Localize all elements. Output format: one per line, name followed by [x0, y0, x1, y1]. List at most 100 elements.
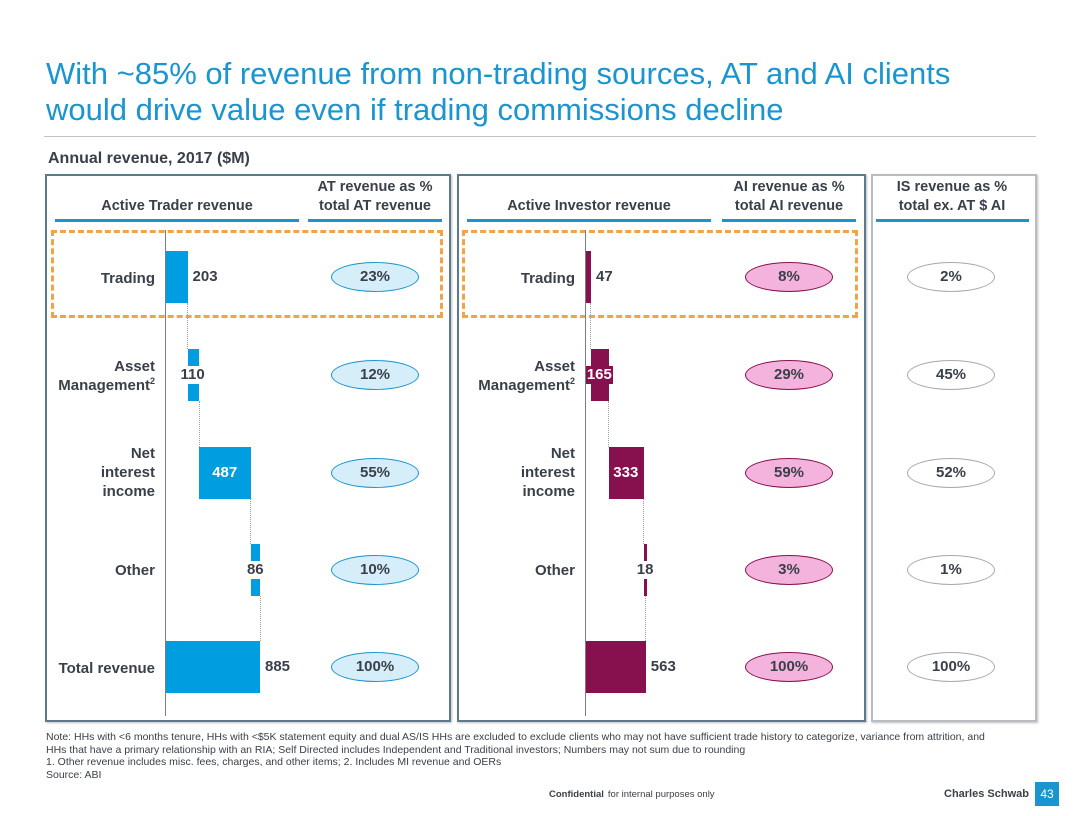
- at-category-label-net-interest-income: Net interest income: [50, 444, 155, 501]
- ai-category-label-trading: Trading: [467, 269, 575, 288]
- at-connector-other: [259, 596, 261, 641]
- is-pct-pill-asset-management: 45%: [907, 360, 995, 390]
- ai-connector-net-interest-income: [643, 499, 645, 544]
- ai-cat-1-l1: Asset: [534, 358, 575, 375]
- at-pct-header-line-1: AT revenue as %: [317, 179, 433, 195]
- at-connector-net-interest-income: [250, 499, 252, 544]
- title-divider: [44, 136, 1036, 137]
- ai-value-label-total-revenue: 563: [650, 658, 676, 675]
- at-pct-pill-other: 10%: [331, 555, 419, 585]
- at-connector-asset-management: [198, 401, 200, 447]
- at-value-label-trading: 203: [192, 268, 218, 285]
- ai-cat-1-l2: Management: [478, 377, 570, 394]
- at-cat-3-l1: Other: [114, 562, 155, 579]
- ai-category-label-other: Other: [467, 561, 575, 580]
- is-pct-pill-other: 1%: [907, 555, 995, 585]
- ai-value-label-other: 18: [635, 561, 655, 579]
- ai-trading-highlight-box: [462, 230, 858, 318]
- at-pct-pill-trading: 23%: [331, 262, 419, 292]
- ai-pct-header-line-1: AI revenue as %: [733, 179, 845, 195]
- is-panel: [871, 174, 1037, 722]
- ai-chart-title: Active Investor revenue: [507, 198, 671, 214]
- ai-cat-2-l3: income: [522, 483, 575, 500]
- ai-value-label-trading: 47: [595, 268, 613, 285]
- footnote-line-3: 1. Other revenue includes misc. fees, ch…: [46, 756, 502, 768]
- is-pct-pill-total-revenue: 100%: [907, 652, 995, 682]
- at-bar-total-revenue: [166, 641, 260, 693]
- at-bar-trading: [166, 251, 188, 303]
- ai-cat-2-l2: interest: [520, 464, 575, 481]
- is-pct-header-rule: [876, 219, 1029, 222]
- ai-cat-0-l1: Trading: [520, 270, 575, 287]
- slide-title-line-1: With ~85% of revenue from non-trading so…: [46, 56, 951, 91]
- ai-value-label-net-interest-income: 333: [612, 464, 640, 482]
- at-category-label-other: Other: [50, 561, 155, 580]
- at-cat-2-l2: interest: [100, 464, 155, 481]
- footnote-line-2: HHs that have a primary relationship wit…: [46, 743, 746, 756]
- ai-category-label-net-interest-income: Net interest income: [467, 444, 575, 501]
- at-connector-trading: [187, 303, 189, 349]
- is-pct-header-line-2: total ex. AT $ AI: [898, 198, 1006, 214]
- slide-title-line-2: would drive value even if trading commis…: [46, 92, 784, 127]
- at-chart-title: Active Trader revenue: [101, 198, 253, 214]
- page-number: 43: [1035, 782, 1059, 806]
- slide-title: With ~85% of revenue from non-trading so…: [46, 56, 1046, 128]
- ai-pct-pill-asset-management: 29%: [745, 360, 833, 390]
- source-note: Source: ABI: [46, 768, 102, 781]
- at-cat-0-l1: Trading: [100, 270, 155, 287]
- ai-pct-header-line-2: total AI revenue: [734, 198, 844, 214]
- at-cat-2-l3: income: [102, 483, 155, 500]
- at-category-label-asset-management: Asset Management2: [46, 357, 155, 395]
- confidential-title: Confidential: [549, 789, 604, 800]
- at-axis: [165, 230, 166, 716]
- footnote-line-1: Note: HHs with <6 months tenure, HHs wit…: [46, 731, 985, 743]
- at-value-label-net-interest-income: 487: [212, 464, 238, 481]
- at-pct-pill-total-revenue: 100%: [331, 652, 419, 682]
- at-value-label-total-revenue: 885: [265, 658, 291, 675]
- at-pct-pill-net-interest-income: 55%: [331, 458, 419, 488]
- ai-value-label-asset-management: 165: [585, 366, 613, 384]
- ai-cat-2-l1: Net: [550, 445, 575, 462]
- at-pct-header: AT revenue as % total AT revenue: [308, 178, 442, 216]
- ai-chart-title-rule: [467, 219, 711, 222]
- ai-category-label-asset-management: Asset Management2: [465, 357, 575, 395]
- ai-axis: [585, 230, 586, 716]
- at-trading-highlight-box: [51, 230, 443, 318]
- at-cat-1-l2: Management: [58, 377, 150, 394]
- ai-pct-pill-trading: 8%: [745, 262, 833, 292]
- ai-cat-1-footnote: 2: [569, 376, 575, 386]
- at-cat-2-l1: Net: [130, 445, 155, 462]
- chart-subtitle: Annual revenue, 2017 ($M): [48, 150, 250, 167]
- confidential-note: for internal purposes only: [607, 789, 715, 800]
- ai-connector-other: [645, 596, 647, 641]
- is-pct-pill-net-interest-income: 52%: [907, 458, 995, 488]
- ai-pct-header-rule: [722, 219, 856, 222]
- at-cat-4-l1: Total revenue: [58, 660, 155, 677]
- at-cat-1-footnote: 2: [149, 376, 155, 386]
- at-pct-pill-asset-management: 12%: [331, 360, 419, 390]
- confidential-label: Confidential for internal purposes only: [549, 789, 715, 800]
- at-category-label-total-revenue: Total revenue: [46, 659, 155, 678]
- at-pct-header-rule: [308, 219, 442, 222]
- is-pct-header: IS revenue as % total ex. AT $ AI: [877, 178, 1027, 216]
- at-value-label-asset-management: 110: [179, 366, 206, 384]
- ai-connector-trading: [590, 303, 592, 349]
- at-cat-1-l1: Asset: [114, 358, 155, 375]
- is-pct-pill-trading: 2%: [907, 262, 995, 292]
- at-value-label-other: 86: [245, 561, 265, 579]
- at-category-label-trading: Trading: [50, 269, 155, 288]
- ai-pct-header: AI revenue as % total AI revenue: [722, 178, 856, 216]
- ai-bar-total-revenue: [586, 641, 646, 693]
- ai-pct-pill-net-interest-income: 59%: [745, 458, 833, 488]
- ai-connector-asset-management: [608, 401, 610, 447]
- is-pct-header-line-1: IS revenue as %: [896, 179, 1008, 195]
- ai-bar-trading: [586, 251, 591, 303]
- ai-pct-pill-other: 3%: [745, 555, 833, 585]
- ai-cat-3-l1: Other: [534, 562, 575, 579]
- brand-name: Charles Schwab: [944, 788, 1029, 800]
- at-chart-title-rule: [55, 219, 299, 222]
- at-bar-net-interest-income: [199, 447, 251, 499]
- ai-pct-pill-total-revenue: 100%: [745, 652, 833, 682]
- at-pct-header-line-2: total AT revenue: [319, 198, 431, 214]
- footnotes: Note: HHs with <6 months tenure, HHs wit…: [46, 731, 1046, 781]
